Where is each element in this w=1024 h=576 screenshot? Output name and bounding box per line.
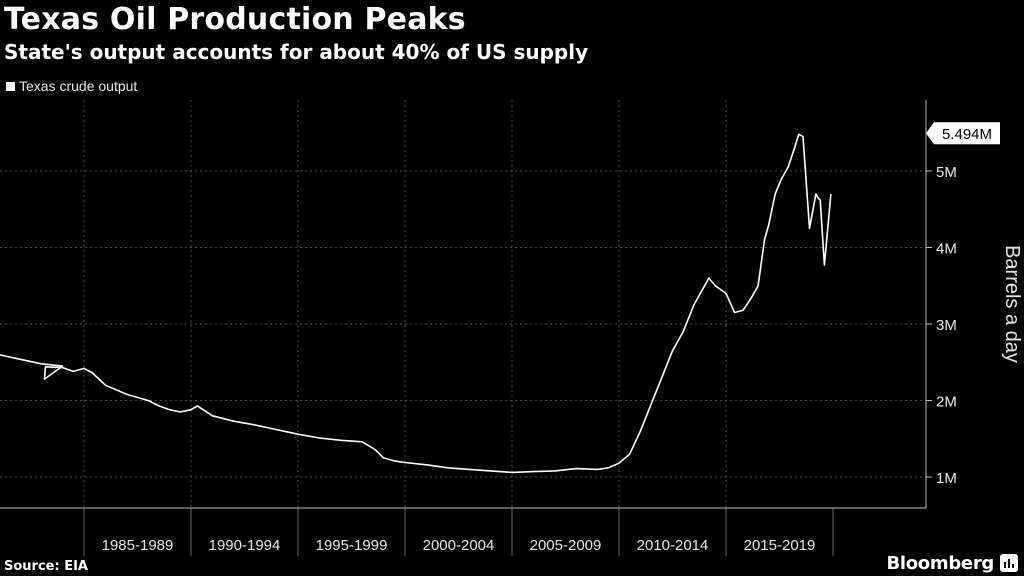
y-tick-label: 1M — [936, 470, 957, 487]
legend-swatch — [6, 81, 15, 91]
chart-subtitle: State's output accounts for about 40% of… — [4, 40, 589, 64]
legend: Texas crude output — [6, 78, 137, 94]
x-tick-label: 2005-2009 — [530, 537, 602, 554]
last-value-label: 5.494M — [926, 122, 1000, 145]
chart-title: Texas Oil Production Peaks — [4, 2, 466, 37]
x-tick-label: 2010-2014 — [637, 537, 709, 554]
x-tick-label: 2000-2004 — [423, 537, 495, 554]
y-axis-title: Barrels a day — [1001, 245, 1023, 363]
y-tick-label: 5M — [936, 164, 957, 181]
last-value-box — [926, 122, 1000, 145]
brand-logo: Bloomberg — [886, 553, 994, 574]
source-note: Source: EIA — [4, 559, 88, 574]
bloomberg-terminal-icon — [1000, 554, 1018, 572]
x-tick-label: 1985-1989 — [102, 537, 174, 554]
last-value-text: 5.494M — [942, 126, 992, 143]
y-tick-label: 4M — [936, 241, 957, 258]
y-tick-label: 3M — [936, 317, 957, 334]
x-tick-label: 1990-1994 — [209, 537, 281, 554]
x-tick-label: 1995-1999 — [316, 537, 388, 554]
series-line-texas-crude-output — [0, 133, 832, 474]
legend-label: Texas crude output — [19, 78, 138, 94]
x-tick-label: 2015-2019 — [744, 537, 816, 554]
y-tick-label: 2M — [936, 394, 957, 411]
